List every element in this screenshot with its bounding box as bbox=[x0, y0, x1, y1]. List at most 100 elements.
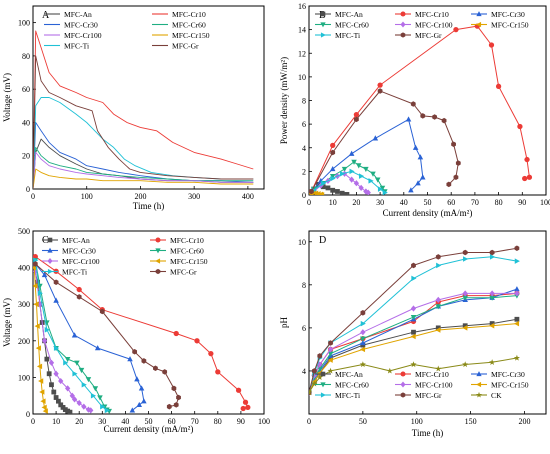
y-tick-label: 300 bbox=[18, 300, 30, 309]
x-tick-label: 0 bbox=[307, 417, 311, 426]
data-point bbox=[417, 154, 424, 160]
legend-marker bbox=[400, 21, 406, 28]
data-point bbox=[455, 160, 461, 166]
legend-label: MFC-Cr30 bbox=[62, 246, 96, 255]
data-point bbox=[435, 304, 442, 310]
data-point bbox=[435, 365, 442, 372]
y-tick-label: 12 bbox=[298, 49, 306, 58]
data-point bbox=[69, 392, 75, 399]
data-point bbox=[420, 113, 426, 119]
data-point bbox=[97, 395, 103, 401]
data-point bbox=[495, 83, 502, 89]
x-tick-label: 80 bbox=[495, 198, 503, 207]
panel-letter: D bbox=[319, 235, 326, 246]
data-point bbox=[360, 320, 366, 327]
data-point bbox=[242, 399, 249, 405]
y-axis-title: Voltage (mV) bbox=[2, 73, 12, 122]
legend-marker bbox=[320, 392, 326, 398]
legend-label: MFC-An bbox=[335, 370, 363, 379]
data-point bbox=[34, 323, 40, 329]
x-tick-label: 70 bbox=[191, 417, 199, 426]
data-point bbox=[489, 249, 495, 256]
data-point bbox=[328, 340, 333, 346]
data-point bbox=[132, 349, 138, 355]
x-tick-label: 0 bbox=[31, 417, 35, 426]
data-point bbox=[64, 356, 71, 363]
data-point bbox=[53, 297, 59, 303]
x-tick-label: 30 bbox=[98, 417, 106, 426]
series-line bbox=[33, 151, 254, 189]
y-tick-label: 10 bbox=[298, 238, 306, 247]
legend-marker bbox=[400, 32, 406, 38]
data-point bbox=[41, 271, 48, 278]
data-point bbox=[37, 290, 43, 296]
data-point bbox=[235, 387, 242, 393]
series-line bbox=[34, 260, 108, 411]
data-point bbox=[325, 185, 331, 191]
data-point bbox=[410, 101, 416, 107]
data-point bbox=[517, 123, 523, 130]
legend-marker bbox=[47, 247, 53, 253]
data-point bbox=[53, 345, 60, 351]
data-point bbox=[127, 356, 133, 362]
legend-marker bbox=[47, 258, 53, 264]
data-point bbox=[76, 286, 82, 293]
legend-marker bbox=[476, 391, 482, 398]
legend-marker bbox=[155, 268, 161, 275]
data-point bbox=[356, 163, 362, 169]
data-point bbox=[94, 345, 101, 351]
data-point bbox=[435, 296, 441, 304]
x-tick-label: 20 bbox=[75, 417, 83, 426]
y-tick-label: 6 bbox=[302, 324, 306, 333]
data-point bbox=[374, 177, 381, 183]
data-point bbox=[415, 180, 421, 186]
data-point bbox=[327, 357, 333, 363]
data-point bbox=[330, 175, 336, 182]
x-tick-label: 100 bbox=[411, 417, 423, 426]
data-point bbox=[360, 339, 366, 346]
data-point bbox=[76, 294, 82, 300]
legend-marker bbox=[476, 21, 482, 28]
data-point bbox=[67, 409, 73, 414]
legend-label: MFC-Ti bbox=[64, 41, 89, 50]
data-point bbox=[405, 116, 412, 122]
data-point bbox=[316, 374, 323, 381]
y-tick-label: 14 bbox=[298, 26, 306, 35]
legend-label: MFC-Cr60 bbox=[172, 20, 206, 29]
legend-marker bbox=[155, 237, 161, 243]
data-point bbox=[360, 329, 366, 336]
y-axis-title: Power density (mW/m²) bbox=[279, 57, 289, 144]
legend-label: MFC-Gr bbox=[415, 391, 442, 400]
data-point bbox=[462, 361, 469, 368]
legend-marker bbox=[320, 382, 326, 388]
data-point bbox=[129, 407, 136, 413]
legend-marker bbox=[476, 381, 482, 388]
legend-label: MFC-Cr10 bbox=[415, 10, 449, 19]
legend-marker bbox=[155, 248, 161, 254]
y-tick-label: 100 bbox=[18, 373, 30, 382]
data-point bbox=[358, 184, 364, 192]
data-point bbox=[435, 325, 441, 331]
series-line bbox=[33, 168, 254, 189]
data-point bbox=[462, 249, 468, 256]
y-tick-label: 20 bbox=[22, 152, 30, 161]
data-point bbox=[436, 262, 442, 269]
x-tick-label: 30 bbox=[376, 198, 384, 207]
legend-label: MFC-Cr30 bbox=[491, 370, 525, 379]
data-point bbox=[377, 88, 383, 94]
data-point bbox=[488, 42, 495, 48]
data-point bbox=[526, 174, 533, 180]
y-tick-label: 0 bbox=[26, 185, 30, 194]
y-tick-label: 8 bbox=[302, 281, 306, 290]
x-tick-label: 0 bbox=[31, 192, 35, 201]
data-point bbox=[340, 170, 346, 177]
series-line bbox=[309, 323, 517, 393]
data-point bbox=[240, 405, 246, 412]
y-tick-label: 100 bbox=[18, 19, 30, 28]
data-point bbox=[365, 189, 371, 195]
